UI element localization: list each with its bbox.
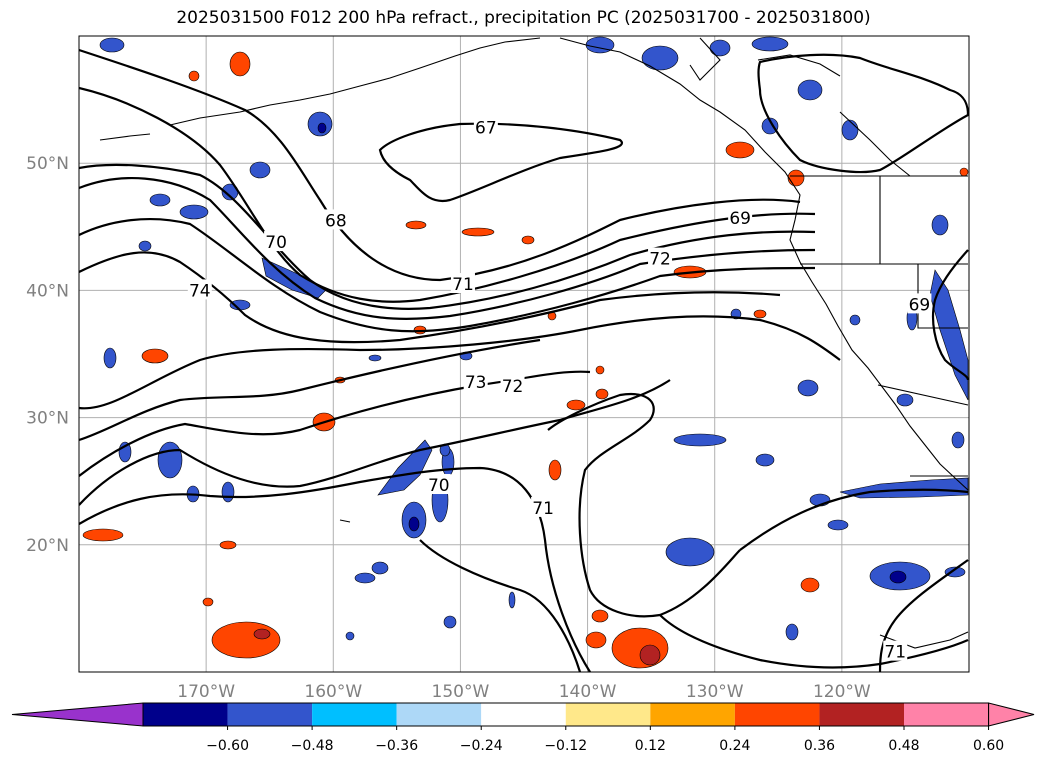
- contour-label-background: [531, 496, 556, 517]
- contour-label-background: [907, 293, 932, 314]
- colorbar-tick-labels: −0.60 −0.48 −0.36 −0.24 −0.12 0.12 0.24 0.36 0.4…: [206, 726, 1004, 754]
- contour-label-background: [187, 279, 212, 300]
- colorbar-segment: [650, 703, 735, 726]
- colorbar-tick-label: −0.60: [206, 738, 249, 754]
- ocean-background: [79, 36, 969, 672]
- contour-labels: 67 68 69 70 74 71 72 73 72 70 71 69 71: [187, 116, 932, 663]
- contour-label: 70: [265, 233, 287, 253]
- colorbar-tick-label: −0.36: [375, 738, 418, 754]
- map-title: 2025031500 F012 200 hPa refract., precip…: [176, 8, 871, 28]
- contour-label: 67: [475, 119, 497, 139]
- contour-label-background: [648, 247, 673, 268]
- colorbar-tick-label: 0.48: [888, 738, 919, 754]
- map-plot-area[interactable]: 67 68 69 70 74 71 72 73 72 70 71 69 71: [79, 36, 969, 672]
- lat-tick-label: 40°N: [26, 281, 69, 301]
- colorbar-segment: [734, 703, 820, 726]
- contour-label: 68: [325, 211, 347, 231]
- colorbar-segment: [312, 703, 397, 726]
- precip-positive-areas: [82, 51, 969, 669]
- contour-label-background: [883, 640, 908, 661]
- colorbar-segment: [565, 703, 651, 726]
- contour-label-background: [500, 374, 525, 395]
- lon-tick-label: 160°W: [304, 682, 362, 702]
- lat-tick-label: 20°N: [26, 536, 69, 556]
- contour-label-background: [728, 206, 753, 227]
- contour-label: 69: [729, 209, 751, 229]
- colorbar-tick-label: −0.12: [544, 738, 587, 754]
- contour-label: 71: [532, 499, 554, 519]
- refractivity-contours: [79, 48, 969, 672]
- colorbar-tick-label: 0.12: [635, 738, 666, 754]
- colorbar-segment: [481, 703, 566, 726]
- contour-label-background: [463, 370, 488, 391]
- contour-label: 71: [452, 275, 474, 295]
- colorbar-segment: [227, 703, 313, 726]
- colorbar-segment: [143, 703, 228, 726]
- contour-label: 69: [909, 295, 931, 315]
- contour-label-background: [426, 474, 451, 495]
- lon-tick-label: 120°W: [813, 682, 871, 702]
- contour-label: 74: [189, 281, 211, 301]
- colorbar-tick-label: −0.48: [291, 738, 334, 754]
- lat-tick-label: 50°N: [26, 154, 69, 174]
- contour-label-background: [473, 116, 498, 137]
- map-frame: [78, 35, 970, 673]
- lon-tick-label: 170°W: [177, 682, 235, 702]
- contour-label-background: [323, 209, 348, 230]
- colorbar-tick-label: 0.36: [804, 738, 835, 754]
- colorbar-tick-label: −0.24: [460, 738, 503, 754]
- lon-tick-label: 150°W: [432, 682, 490, 702]
- contour-label: 72: [649, 250, 671, 270]
- lon-tick-label: 140°W: [559, 682, 617, 702]
- colorbar-extend-right: [988, 702, 1035, 727]
- lat-tick-label: 30°N: [26, 409, 69, 429]
- colorbar-segment: [396, 703, 482, 726]
- contour-label: 72: [502, 377, 524, 397]
- colorbar-segment: [819, 703, 904, 726]
- contour-label-background: [264, 231, 289, 252]
- longitude-tick-labels: 170°W 160°W 150°W 140°W 130°W 120°W: [177, 682, 871, 702]
- colorbar-tick-label: 0.60: [973, 738, 1004, 754]
- latitude-tick-labels: 20°N 30°N 40°N 50°N: [26, 154, 69, 556]
- contour-label-background: [450, 273, 475, 294]
- lon-tick-label: 130°W: [686, 682, 744, 702]
- contour-label: 73: [465, 373, 487, 393]
- colorbar-tick-label: 0.24: [719, 738, 750, 754]
- colorbar-extend-left: [11, 702, 144, 727]
- contour-label: 71: [884, 643, 906, 663]
- colorbar-segment: [904, 703, 989, 726]
- contour-label: 70: [428, 476, 450, 496]
- colorbar: [11, 702, 1035, 727]
